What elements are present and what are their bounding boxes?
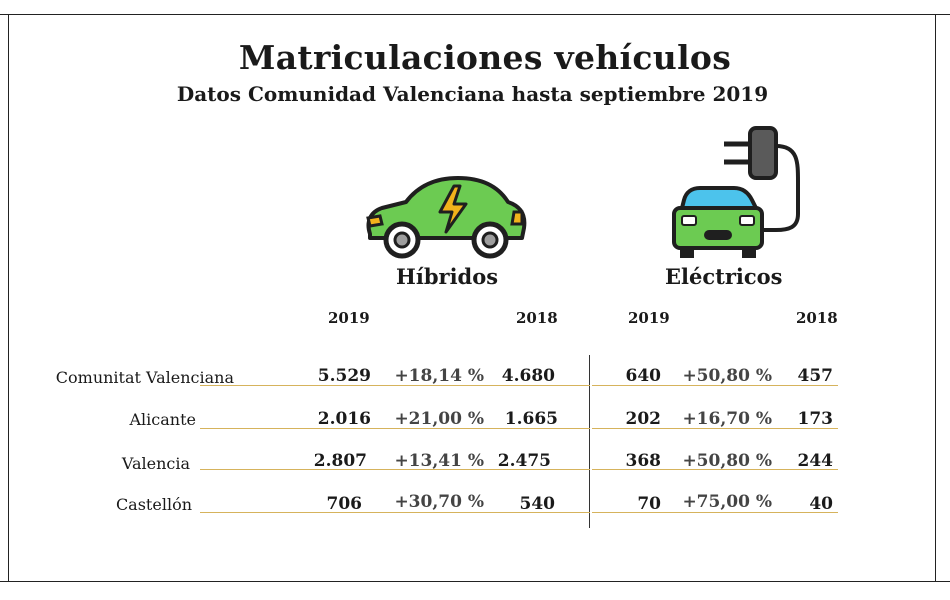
hybrid-car-icon [366,176,527,259]
row-label-alicante: Alicante [129,410,197,429]
electric-change-pct: +75,00 % [682,492,772,512]
row-rule [592,428,838,429]
hybrid-2018-value: 4.680 [501,366,555,386]
page-title: Matriculaciones vehículos [238,38,732,77]
electric-2018-value: 244 [797,451,834,471]
hybrid-change-pct: +21,00 % [394,409,484,429]
hybrid-2018-value: 1.665 [504,409,558,429]
electric-2019-value: 70 [637,494,661,514]
electric-2019-value: 640 [625,366,662,386]
electric-change-pct: +16,70 % [682,409,772,429]
hybrid-change-pct: +13,41 % [394,451,484,471]
row-rule [200,385,590,386]
frame-top-border [0,14,950,15]
electric-car-plug-icon [672,126,800,258]
hybrid-year-2018-header: 2018 [516,309,558,327]
hybrid-2019-value: 5.529 [317,366,371,386]
row-label-comunitat: Comunitat Valenciana [55,368,234,387]
electric-change-pct: +50,80 % [682,366,772,386]
electric-change-pct: +50,80 % [682,451,772,471]
electric-2018-value: 40 [809,494,833,514]
hybrid-2019-value: 2.807 [313,451,367,471]
electric-2018-value: 457 [797,366,834,386]
hybrid-change-pct: +30,70 % [394,492,484,512]
row-rule [200,469,590,470]
electric-2019-value: 368 [625,451,662,471]
hybrid-2019-value: 706 [326,494,363,514]
hybrid-2018-value: 2.475 [497,451,551,471]
frame-bottom-border [0,581,950,582]
electric-group-label: Eléctricos [665,264,783,289]
electric-year-2018-header: 2018 [796,309,838,327]
column-separator [589,355,590,528]
hybrid-2018-value: 540 [519,494,556,514]
frame-right-border [935,14,936,581]
row-rule [200,512,590,513]
row-rule [592,512,838,513]
row-rule [592,385,838,386]
row-label-valencia: Valencia [121,454,190,473]
hybrid-change-pct: +18,14 % [394,366,484,386]
hybrid-year-2019-header: 2019 [328,309,370,327]
page-subtitle: Datos Comunidad Valenciana hasta septiem… [176,82,769,106]
electric-year-2019-header: 2019 [628,309,670,327]
frame-left-border [8,14,9,581]
electric-2018-value: 173 [797,409,834,429]
row-rule [592,469,838,470]
row-rule [200,428,590,429]
row-label-castellon: Castellón [115,495,192,514]
electric-2019-value: 202 [625,409,662,429]
hybrid-2019-value: 2.016 [317,409,371,429]
hybrid-group-label: Híbridos [396,264,499,289]
